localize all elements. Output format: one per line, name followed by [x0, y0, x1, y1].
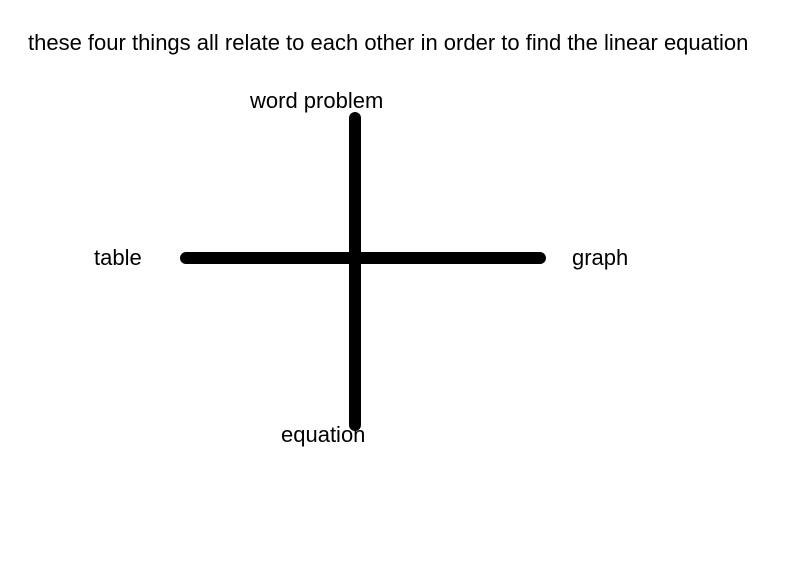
label-left: table [94, 245, 142, 271]
label-bottom: equation [281, 422, 365, 448]
label-top: word problem [250, 88, 383, 114]
label-right: graph [572, 245, 628, 271]
cross-diagram [0, 0, 800, 582]
